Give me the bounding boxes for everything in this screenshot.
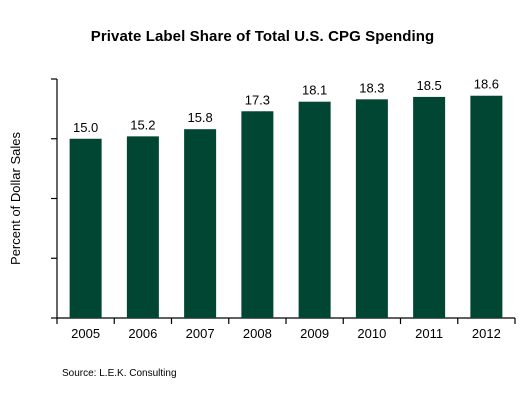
value-label-2012: 18.6 — [474, 77, 499, 92]
bar-2010 — [355, 99, 388, 318]
chart-title: Private Label Share of Total U.S. CPG Sp… — [90, 28, 435, 45]
bar-2012 — [470, 95, 503, 318]
x-tick-label-2007: 2007 — [186, 326, 215, 341]
bar-2009 — [298, 101, 331, 318]
x-tick-label-2011: 2011 — [415, 326, 443, 341]
x-tick-label-2010: 2010 — [357, 326, 386, 341]
x-tick-label-2005: 2005 — [71, 326, 100, 341]
value-labels: 15.0 15.2 15.8 17.3 18.1 18.3 18.5 18.6 — [73, 77, 499, 135]
value-label-2008: 17.3 — [245, 92, 270, 107]
bars — [69, 95, 503, 318]
value-label-2006: 15.2 — [130, 117, 155, 132]
bar-2006 — [126, 136, 159, 318]
x-tick-label-2012: 2012 — [472, 326, 501, 341]
x-tick-label-2008: 2008 — [243, 326, 272, 341]
bar-2008 — [241, 111, 274, 318]
y-axis-label: Percent of Dollar Sales — [8, 132, 23, 265]
bar-2007 — [184, 129, 217, 318]
x-tick-label-2006: 2006 — [128, 326, 157, 341]
value-label-2005: 15.0 — [73, 120, 98, 135]
x-tick-labels: 2005 2006 2007 2008 2009 2010 2011 2012 — [71, 326, 501, 341]
value-label-2011: 18.5 — [416, 78, 441, 93]
source-note: Source: L.E.K. Consulting — [62, 368, 177, 379]
value-label-2007: 15.8 — [187, 110, 212, 125]
y-axis — [51, 78, 58, 319]
x-axis — [56, 317, 516, 324]
bar-2005 — [69, 138, 102, 318]
value-label-2010: 18.3 — [359, 80, 384, 95]
value-label-2009: 18.1 — [302, 83, 327, 98]
bar-2011 — [413, 96, 446, 318]
x-tick-label-2009: 2009 — [300, 326, 329, 341]
